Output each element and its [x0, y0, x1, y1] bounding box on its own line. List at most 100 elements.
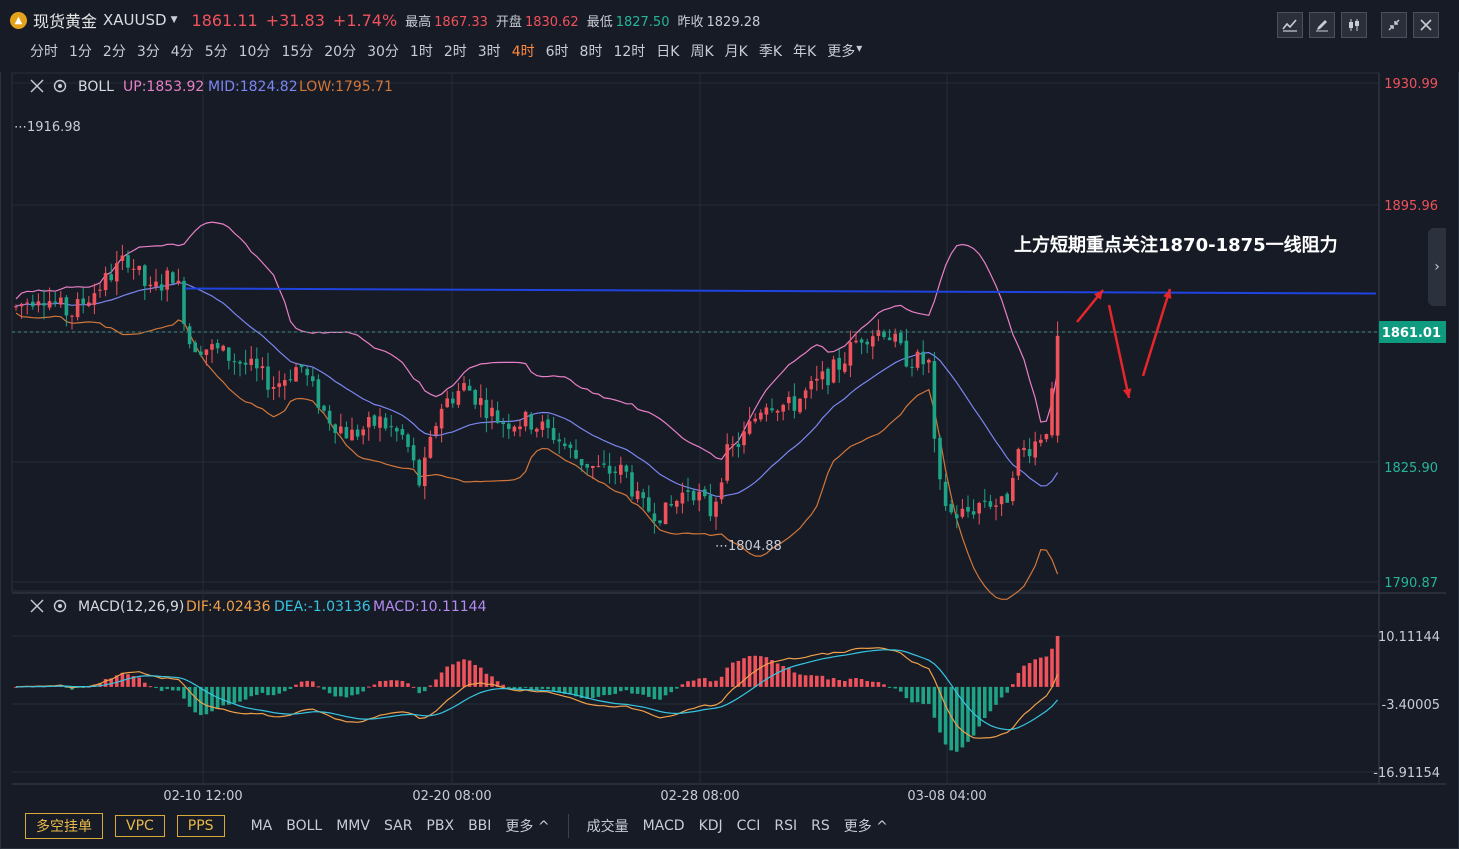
candle-body	[591, 465, 595, 468]
ind-rs[interactable]: RS	[811, 818, 830, 834]
ind-cci[interactable]: CCI	[736, 818, 761, 834]
tab-period-2[interactable]: 2分	[102, 44, 126, 60]
candle-body	[960, 508, 965, 517]
tag-pps[interactable]: PPS	[176, 815, 225, 837]
time-tick-2: 02-28 08:00	[660, 789, 739, 804]
stat-high: 最高 1867.33	[405, 14, 488, 30]
tag-long-short[interactable]: 多空挂单	[25, 813, 103, 839]
macd-bar	[949, 686, 953, 751]
price-change-pct: +1.74%	[332, 10, 398, 30]
macd-bar	[826, 679, 830, 687]
tab-period-7[interactable]: 15分	[281, 44, 314, 60]
line-chart-icon[interactable]	[1277, 12, 1303, 38]
candle	[176, 268, 181, 286]
tab-period-21[interactable]: 年K	[793, 44, 817, 60]
pencil-icon[interactable]	[1309, 12, 1335, 38]
close-macd-icon[interactable]	[30, 599, 44, 613]
candle	[456, 382, 461, 408]
tab-period-6[interactable]: 10分	[238, 44, 271, 60]
gear-icon[interactable]	[53, 79, 67, 93]
candle-body	[423, 457, 427, 487]
macd-bar	[983, 686, 987, 719]
ind-rsi[interactable]: RSI	[774, 818, 798, 834]
candle	[243, 349, 248, 375]
macd-bar	[305, 680, 309, 687]
tab-period-8[interactable]: 20分	[324, 44, 357, 60]
tab-period-16[interactable]: 12时	[613, 44, 646, 60]
candle-body	[518, 426, 522, 430]
side-panel-toggle[interactable]: ›	[1428, 228, 1446, 306]
tab-period-13[interactable]: 4时	[511, 44, 535, 60]
candle	[535, 427, 539, 438]
candle	[854, 331, 858, 344]
tag-vpc[interactable]: VPC	[115, 815, 165, 837]
tab-period-17[interactable]: 日K	[656, 44, 680, 60]
macd-bar	[781, 666, 785, 687]
max-price-label: ⋯1916.98	[14, 120, 81, 135]
macd-bar	[1033, 659, 1037, 687]
ind-mmv[interactable]: MMV	[336, 818, 370, 834]
macd-bar	[288, 686, 293, 689]
close-icon[interactable]	[1413, 12, 1439, 38]
ind-pbx[interactable]: PBX	[426, 818, 455, 834]
tab-period-0[interactable]: 分时	[30, 44, 58, 60]
macd-bar	[999, 686, 1004, 698]
tab-period-12[interactable]: 3时	[477, 44, 501, 60]
candle	[187, 323, 192, 349]
tab-period-9[interactable]: 30分	[367, 44, 399, 60]
ind-boll[interactable]: BOLL	[286, 818, 323, 834]
macd-bar	[115, 675, 119, 687]
tab-period-22[interactable]: 更多	[827, 44, 856, 60]
gear-icon[interactable]	[53, 599, 67, 613]
candle-body	[736, 443, 741, 447]
candle-body	[316, 379, 321, 408]
candle-body	[154, 281, 158, 287]
candle	[1016, 447, 1021, 481]
candle	[691, 488, 696, 506]
ind-more-sub[interactable]: 更多 ^	[843, 819, 888, 835]
ind-macd[interactable]: MACD	[642, 818, 685, 834]
candle-body	[641, 492, 645, 499]
tab-period-1[interactable]: 1分	[69, 44, 92, 60]
candle-body	[820, 371, 825, 380]
candle	[322, 404, 326, 414]
tab-period-4[interactable]: 4分	[170, 44, 194, 60]
close-boll-icon[interactable]	[30, 79, 44, 93]
macd-bar	[887, 686, 892, 688]
instrument-symbol[interactable]: XAUUSD	[103, 11, 167, 29]
candle-body	[798, 398, 802, 413]
candle-body	[815, 378, 819, 381]
candle-body	[540, 421, 545, 430]
ind-ma[interactable]: MA	[250, 818, 273, 834]
tab-period-11[interactable]: 2时	[443, 44, 467, 60]
ind-volume[interactable]: 成交量	[586, 819, 629, 835]
candle	[423, 446, 427, 500]
ind-sar[interactable]: SAR	[383, 818, 413, 834]
chevron-down-icon[interactable]: ▼	[170, 15, 178, 25]
macd-legend: MACD(12,26,9) DIF:4.02436 DEA:-1.03136 M…	[30, 599, 487, 615]
tab-period-3[interactable]: 3分	[136, 44, 160, 60]
ind-kdj[interactable]: KDJ	[698, 818, 723, 834]
chevron-right-icon: ›	[1434, 259, 1440, 275]
candle-body	[322, 405, 326, 411]
ind-bbi[interactable]: BBI	[468, 818, 492, 834]
tab-period-5[interactable]: 5分	[204, 44, 228, 60]
candle	[983, 488, 987, 508]
candle	[406, 432, 410, 453]
ind-more-main[interactable]: 更多 ^	[505, 819, 550, 835]
chevron-down-icon[interactable]: ▾	[856, 41, 863, 55]
tab-period-14[interactable]: 6时	[545, 44, 569, 60]
macd-bar	[725, 667, 729, 687]
candle	[199, 345, 203, 357]
candle-body	[658, 520, 662, 523]
tab-period-20[interactable]: 季K	[758, 44, 783, 60]
macd-bar	[484, 673, 489, 687]
tab-period-15[interactable]: 8时	[579, 44, 603, 60]
candlestick-icon[interactable]	[1341, 12, 1367, 38]
macd-bar	[1027, 663, 1032, 687]
tab-period-19[interactable]: 月K	[724, 44, 748, 60]
tab-period-10[interactable]: 1时	[409, 44, 433, 60]
shrink-icon[interactable]	[1381, 12, 1407, 38]
tab-period-18[interactable]: 周K	[690, 44, 714, 60]
